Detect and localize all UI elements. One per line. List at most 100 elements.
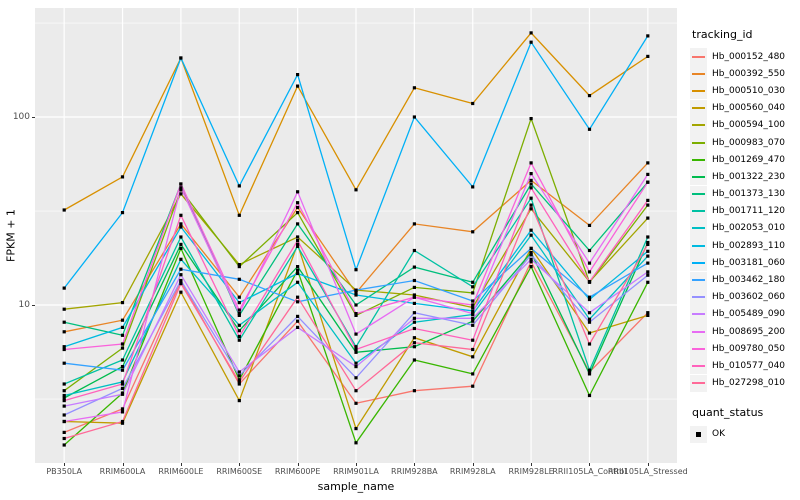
data-point-marker: [646, 249, 650, 253]
data-point-marker: [471, 185, 475, 189]
data-point-marker: [412, 293, 416, 297]
legend-label: Hb_000560_040: [712, 103, 786, 114]
data-point-marker: [471, 347, 475, 352]
data-point-marker: [354, 312, 358, 316]
legend-entry-Hb_001373_130: Hb_001373_130: [690, 185, 798, 203]
legend-label: Hb_001373_130: [712, 189, 786, 200]
data-point-marker: [412, 336, 416, 340]
legend-entry-Hb_001711_120: Hb_001711_120: [690, 202, 798, 220]
data-point-marker: [587, 248, 592, 253]
x-tick-mark: [239, 463, 241, 466]
legend-entry-Hb_000594_100: Hb_000594_100: [690, 116, 798, 134]
x-tick-mark: [122, 463, 124, 466]
data-point-marker: [354, 288, 358, 292]
data-point-marker: [529, 40, 533, 44]
legend-entry-Hb_001322_230: Hb_001322_230: [690, 168, 798, 186]
data-point-marker: [296, 280, 300, 284]
legend-key-color-line: [692, 193, 705, 196]
legend-label: Hb_010577_040: [712, 360, 786, 371]
data-point-marker: [62, 345, 66, 349]
data-point-marker: [646, 280, 650, 284]
data-point-marker: [587, 317, 592, 321]
data-point-marker: [120, 211, 125, 215]
data-point-marker: [354, 313, 358, 317]
legend-key-color-line: [692, 89, 705, 92]
data-point-marker: [237, 380, 241, 384]
data-point-marker: [471, 280, 475, 284]
legend-entry-Hb_010577_040: Hb_010577_040: [690, 357, 798, 375]
data-point-marker: [296, 73, 300, 77]
legend-key-line-icon: [690, 116, 707, 134]
data-point-marker: [120, 365, 125, 369]
legend-label: Hb_000594_100: [712, 120, 786, 131]
data-point-marker: [62, 443, 66, 447]
legend-key-color-line: [692, 382, 705, 385]
data-point-marker: [354, 350, 358, 354]
legend-key-line-icon: [690, 237, 707, 255]
data-point-marker: [179, 242, 183, 246]
legend-entry-Hb_000510_030: Hb_000510_030: [690, 82, 798, 100]
data-point-marker: [120, 419, 125, 424]
legend-key-color-line: [692, 55, 705, 58]
data-point-marker: [179, 188, 183, 192]
data-point-marker: [237, 263, 241, 267]
data-point-marker: [237, 382, 241, 386]
x-tick-mark: [647, 463, 649, 466]
data-point-marker: [179, 246, 183, 250]
data-point-marker: [120, 410, 125, 414]
legend-key-color-line: [692, 72, 705, 75]
data-point-marker: [354, 427, 358, 431]
x-tick-label: RRIM600PE: [274, 467, 321, 476]
data-point-marker: [354, 347, 358, 352]
data-point-marker: [529, 196, 533, 200]
data-point-marker: [471, 312, 475, 316]
plot-panel: [35, 8, 677, 463]
quant-ok-marker-icon: [690, 425, 707, 443]
data-point-marker: [296, 271, 300, 276]
data-point-marker: [646, 240, 650, 245]
legend-key-color-line: [692, 124, 705, 127]
data-point-marker: [237, 312, 241, 316]
legend-entry-Hb_027298_010: Hb_027298_010: [690, 374, 798, 392]
data-point-marker: [179, 282, 183, 286]
data-point-marker: [412, 115, 416, 119]
x-tick-label: RRIM928LA: [449, 467, 496, 476]
data-point-marker: [179, 278, 183, 283]
data-point-marker: [237, 399, 241, 403]
data-point-marker: [646, 54, 650, 58]
data-point-marker: [179, 186, 183, 190]
data-point-marker: [179, 235, 183, 239]
data-point-marker: [62, 399, 66, 403]
x-tick-mark: [472, 463, 474, 466]
data-point-marker: [529, 207, 533, 211]
legend-entry-Hb_000560_040: Hb_000560_040: [690, 99, 798, 117]
legend-label: Hb_003462_180: [712, 275, 786, 286]
data-point-marker: [646, 273, 650, 277]
y-tick-label: 10: [18, 300, 30, 310]
legend-label: Hb_003181_060: [712, 257, 786, 268]
data-point-marker: [237, 338, 241, 342]
legend-key-line-icon: [690, 185, 707, 203]
data-point-marker: [471, 291, 475, 295]
data-point-marker: [354, 188, 358, 192]
legend-label: Hb_005489_090: [712, 309, 786, 320]
data-point-marker: [646, 313, 650, 317]
data-point-marker: [179, 182, 183, 186]
data-point-marker: [529, 233, 533, 237]
data-point-marker: [471, 323, 475, 327]
data-point-marker: [354, 303, 358, 307]
data-point-marker: [646, 235, 650, 239]
data-point-marker: [62, 330, 66, 334]
data-point-marker: [587, 342, 592, 346]
x-tick-label: PB350LA: [46, 467, 83, 476]
legend-entry-Hb_003602_060: Hb_003602_060: [690, 288, 798, 306]
data-point-marker: [587, 270, 592, 274]
legend-key-line-icon: [690, 48, 707, 66]
data-point-marker: [587, 297, 592, 302]
legend-key-line-icon: [690, 374, 707, 392]
legend-entry-Hb_002893_110: Hb_002893_110: [690, 237, 798, 255]
data-point-marker: [529, 203, 533, 207]
data-point-marker: [296, 314, 300, 318]
data-point-marker: [471, 319, 475, 323]
legend-label: Hb_027298_010: [712, 378, 786, 389]
